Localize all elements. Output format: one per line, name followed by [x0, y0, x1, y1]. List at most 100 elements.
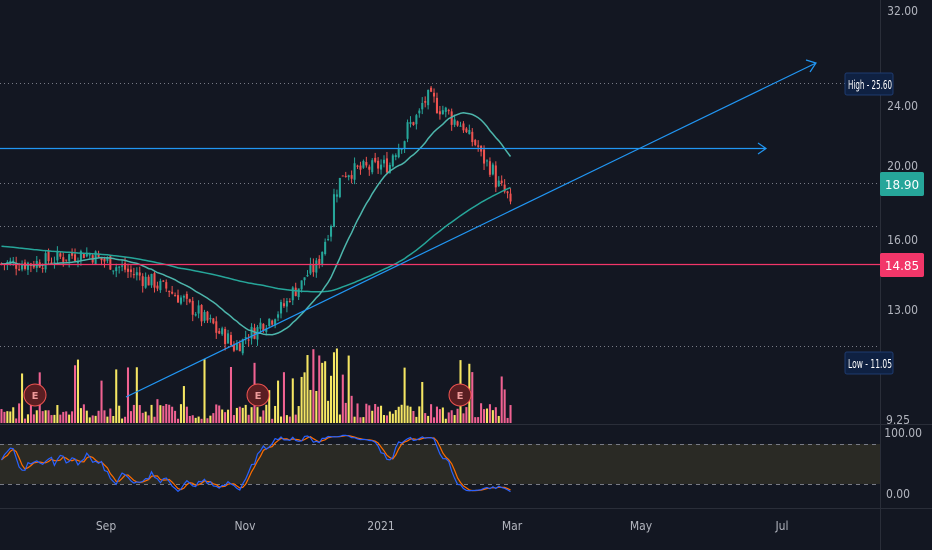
- candle: [168, 290, 171, 297]
- candle: [59, 251, 62, 260]
- volume-bar: [321, 362, 324, 423]
- time-tick-may: May: [630, 519, 653, 533]
- volume-bar: [474, 417, 477, 423]
- candle: [259, 318, 262, 334]
- candle: [347, 174, 350, 181]
- volume-bar: [79, 408, 82, 423]
- low-badge: Low - 11.05: [844, 351, 894, 375]
- candle: [191, 297, 194, 322]
- candle: [212, 317, 215, 325]
- volume-bar: [97, 410, 100, 423]
- price-axis[interactable]: 32.00 24.00 20.00 16.00 13.00 9.25: [886, 4, 918, 427]
- volume-bar: [262, 410, 265, 423]
- volume-bar: [65, 411, 68, 423]
- volume-bar: [91, 415, 94, 423]
- volume-bar: [0, 409, 3, 423]
- candle: [68, 253, 71, 268]
- earnings-marker-1[interactable]: E: [23, 383, 47, 407]
- volume-bar: [444, 418, 447, 423]
- volume-bar: [150, 404, 153, 423]
- oscillator-axis[interactable]: 100.00 0.00: [884, 426, 922, 501]
- candle: [365, 156, 368, 168]
- candle: [435, 92, 438, 114]
- candle: [465, 127, 468, 134]
- volume-bar: [165, 404, 168, 423]
- ascending-trendline[interactable]: [125, 59, 817, 398]
- volume-bar: [432, 417, 436, 423]
- price-tick-20: 20.00: [887, 159, 918, 173]
- volume-bar: [309, 389, 312, 423]
- candle: [312, 258, 315, 277]
- candle: [394, 153, 397, 161]
- volume-bar: [488, 404, 491, 423]
- candle: [229, 331, 233, 348]
- candle: [368, 164, 371, 176]
- candle: [268, 318, 271, 329]
- volume-bar: [203, 359, 206, 423]
- candle: [197, 300, 200, 319]
- candle: [53, 256, 56, 269]
- candle: [279, 299, 283, 319]
- volume-bar: [503, 389, 506, 423]
- time-tick-mar: Mar: [502, 519, 523, 533]
- volume-bar: [315, 390, 318, 423]
- volume-bar: [41, 411, 44, 423]
- volume-bar: [185, 406, 188, 423]
- candle: [224, 326, 227, 351]
- earnings-marker-3[interactable]: E: [448, 383, 472, 407]
- volume-bar: [412, 411, 415, 423]
- candle: [391, 153, 394, 168]
- volume-bar: [435, 406, 438, 423]
- volume-bar: [403, 367, 406, 423]
- volume-bar: [21, 373, 24, 423]
- candle: [350, 170, 353, 184]
- volume-bar: [153, 416, 156, 423]
- price-tick-32: 32.00: [887, 4, 918, 18]
- candle: [344, 171, 347, 178]
- time-tick-nov: Nov: [234, 519, 256, 533]
- candle: [288, 298, 291, 303]
- volume-bar: [12, 407, 15, 423]
- candle: [156, 281, 159, 292]
- candle: [430, 85, 433, 93]
- candle: [427, 89, 430, 110]
- price-tick-9-25: 9.25: [886, 413, 910, 427]
- candle: [147, 274, 150, 286]
- volume-bar: [159, 405, 162, 423]
- volume-bar: [509, 405, 512, 423]
- volume-bar: [194, 417, 197, 423]
- low-badge-label: Low - 11.05: [848, 357, 892, 371]
- volume-bar: [344, 402, 347, 423]
- candle: [182, 294, 185, 302]
- earnings-marker-1-label: E: [32, 391, 39, 402]
- volume-bar: [382, 415, 386, 423]
- candle: [377, 157, 380, 174]
- candle: [44, 250, 47, 273]
- candle: [468, 124, 471, 135]
- candle: [341, 175, 344, 177]
- candle: [215, 316, 218, 339]
- candle: [265, 325, 268, 336]
- volume-bar: [144, 411, 147, 423]
- earnings-marker-2[interactable]: E: [246, 383, 270, 407]
- candle: [494, 161, 497, 193]
- volume-bar: [224, 412, 227, 423]
- volume-bar: [179, 404, 182, 423]
- volume-bar: [391, 413, 394, 423]
- volume-bar: [483, 409, 486, 423]
- time-axis[interactable]: Sep Nov 2021 Mar May Jul: [96, 519, 789, 533]
- volume-bar: [44, 410, 47, 423]
- candle: [503, 179, 506, 194]
- volume-bar: [277, 380, 280, 423]
- stochastic-k-line: [0, 434, 511, 493]
- volume-bar: [450, 410, 453, 423]
- candle: [159, 278, 162, 293]
- candle: [362, 159, 365, 169]
- candle: [74, 248, 77, 263]
- volume-bar: [350, 395, 353, 423]
- candle: [477, 140, 480, 152]
- candle: [282, 298, 285, 308]
- volume-bar: [18, 403, 21, 423]
- candle: [274, 318, 277, 329]
